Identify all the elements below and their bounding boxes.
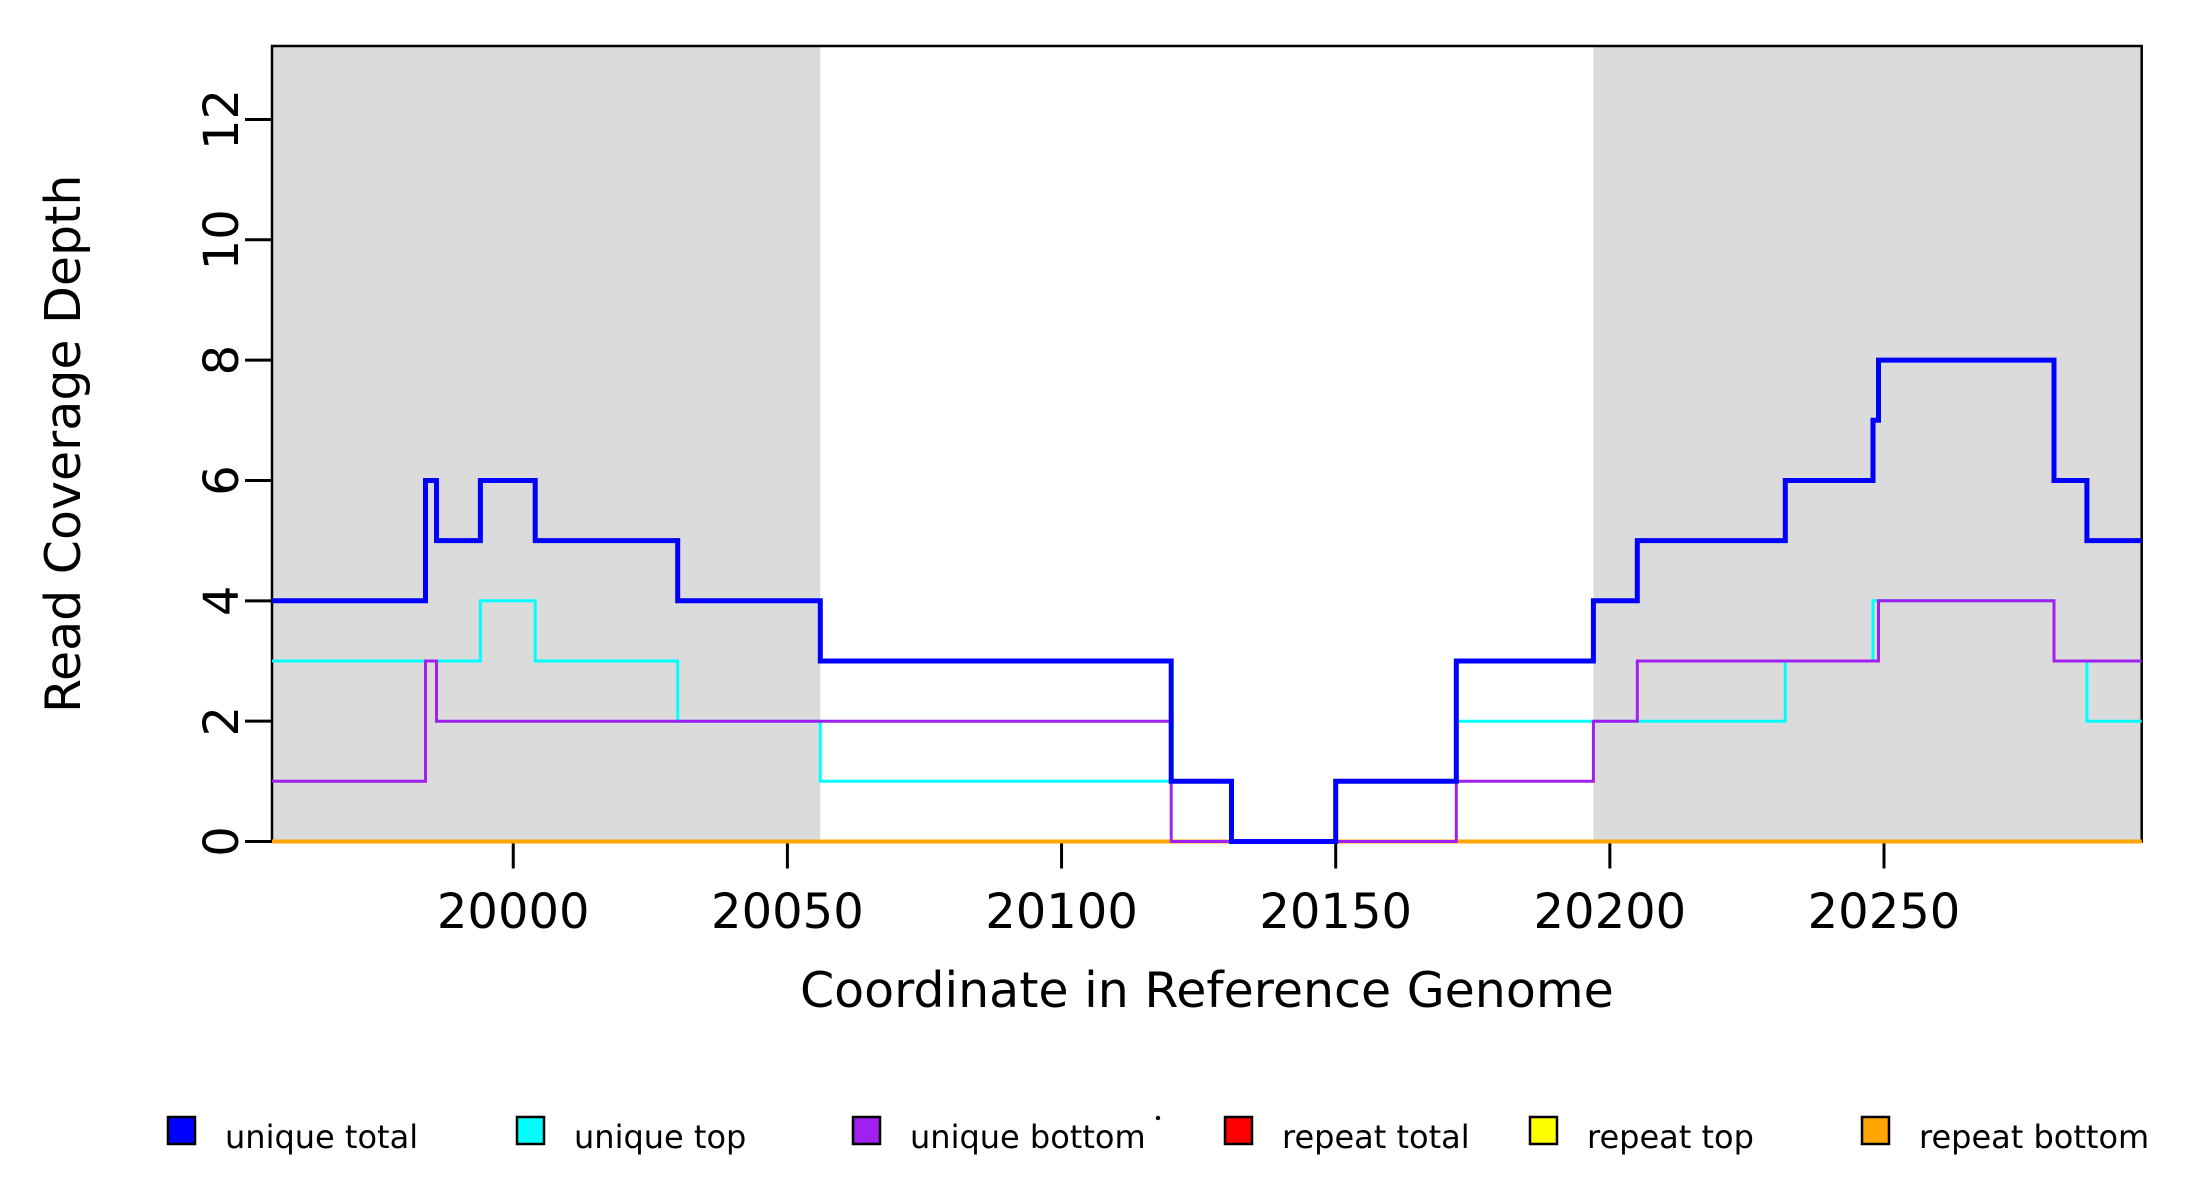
x-axis-tick-label: 20100 bbox=[985, 884, 1138, 940]
x-axis-tick-label: 20050 bbox=[711, 884, 864, 940]
series-unique-total bbox=[272, 357, 2142, 844]
legend-label: repeat top bbox=[1587, 1118, 1754, 1156]
legend-item: repeat top bbox=[1528, 1115, 1754, 1156]
y-axis-tick-label: 8 bbox=[194, 345, 250, 376]
legend-swatch-repeat-bottom bbox=[1860, 1115, 1891, 1146]
gray-band-left bbox=[272, 46, 821, 842]
legend-swatch-unique-total bbox=[166, 1115, 197, 1146]
legend-swatch-unique-top bbox=[515, 1115, 546, 1146]
y-axis-tick-label: 4 bbox=[194, 586, 250, 617]
legend-label: repeat bottom bbox=[1919, 1118, 2149, 1156]
gray-band-right bbox=[1593, 46, 2142, 842]
y-axis-tick-label: 12 bbox=[194, 89, 250, 150]
y-axis-tick-label: 6 bbox=[194, 465, 250, 496]
x-axis-tick-label: 20250 bbox=[1808, 884, 1961, 940]
legend: unique total unique top unique bottom repea… bbox=[166, 1115, 2149, 1156]
artifact-dot bbox=[1155, 1115, 1161, 1121]
legend-item: unique top bbox=[515, 1115, 746, 1156]
y-axis-title: Read Coverage Depth bbox=[35, 175, 92, 713]
y-axis-tick-label: 0 bbox=[194, 826, 250, 857]
legend-item: repeat bottom bbox=[1860, 1115, 2149, 1156]
legend-item: unique total bbox=[166, 1115, 418, 1156]
legend-swatch-repeat-total bbox=[1223, 1115, 1254, 1146]
x-axis-tick-label: 20150 bbox=[1259, 884, 1412, 940]
legend-label: unique bottom bbox=[910, 1118, 1146, 1156]
x-axis-title: Coordinate in Reference Genome bbox=[800, 962, 1614, 1019]
legend-swatch-unique-bottom bbox=[851, 1115, 882, 1146]
x-axis-tick-label: 20200 bbox=[1533, 884, 1686, 940]
legend-item: unique bottom bbox=[851, 1115, 1146, 1156]
legend-label: unique total bbox=[225, 1118, 418, 1156]
y-axis-tick-label: 2 bbox=[194, 706, 250, 737]
legend-label: repeat total bbox=[1282, 1118, 1470, 1156]
legend-item: repeat total bbox=[1223, 1115, 1470, 1156]
legend-swatch-repeat-top bbox=[1528, 1115, 1559, 1146]
series-unique-bottom bbox=[272, 599, 2142, 843]
legend-label: unique top bbox=[574, 1118, 746, 1156]
x-axis-tick-label: 20000 bbox=[437, 884, 590, 940]
y-axis-tick-label: 10 bbox=[194, 209, 250, 270]
